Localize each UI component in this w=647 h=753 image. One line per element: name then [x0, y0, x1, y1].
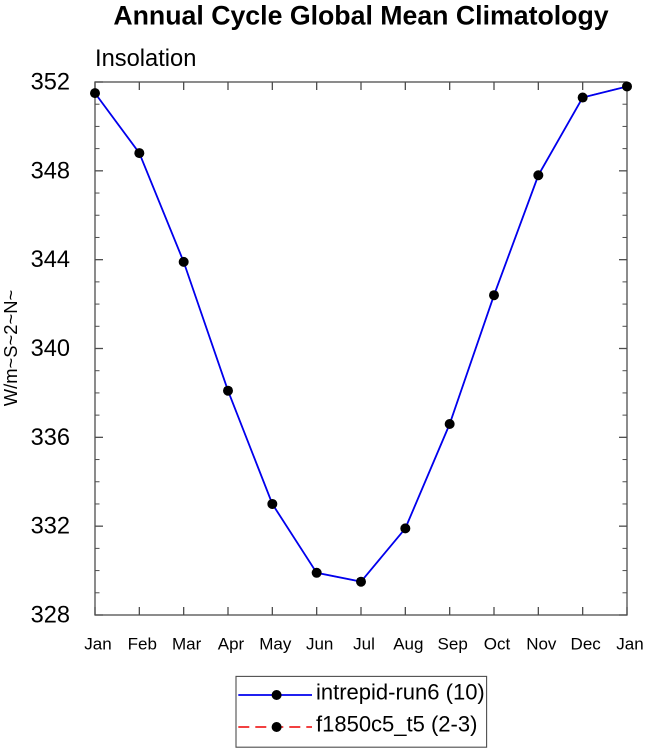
svg-text:Jul: Jul	[353, 635, 375, 654]
svg-text:Feb: Feb	[128, 635, 157, 654]
svg-text:Dec: Dec	[571, 635, 602, 654]
svg-text:Oct: Oct	[484, 635, 511, 654]
svg-text:332: 332	[31, 514, 70, 540]
svg-text:352: 352	[31, 70, 70, 96]
svg-text:May: May	[259, 635, 292, 654]
svg-text:Aug: Aug	[393, 635, 423, 654]
svg-text:Sep: Sep	[438, 635, 468, 654]
svg-text:Annual Cycle Global Mean Clima: Annual Cycle Global Mean Climatology	[113, 1, 608, 31]
svg-text:Jan: Jan	[84, 635, 111, 654]
svg-text:Insolation: Insolation	[95, 46, 196, 72]
svg-text:328: 328	[31, 603, 70, 629]
svg-text:340: 340	[31, 336, 70, 362]
svg-text:348: 348	[31, 158, 70, 184]
svg-text:W/m~S~2~N~: W/m~S~2~N~	[0, 290, 21, 407]
svg-text:intrepid-run6 (10): intrepid-run6 (10)	[316, 680, 485, 705]
svg-text:344: 344	[31, 247, 70, 273]
svg-text:f1850c5_t5 (2-3): f1850c5_t5 (2-3)	[316, 712, 477, 737]
svg-text:Jan: Jan	[616, 635, 643, 654]
svg-text:Apr: Apr	[218, 635, 245, 654]
svg-text:Nov: Nov	[526, 635, 557, 654]
svg-text:336: 336	[31, 425, 70, 451]
svg-text:Mar: Mar	[172, 635, 202, 654]
svg-text:Jun: Jun	[306, 635, 333, 654]
